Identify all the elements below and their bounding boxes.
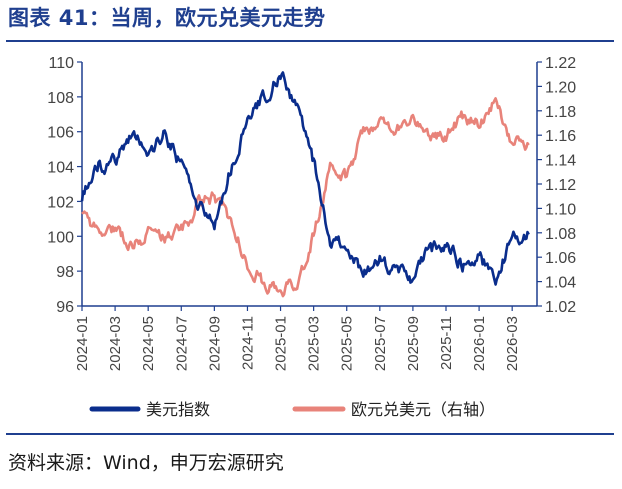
x-tick-label: 2024-11 [239, 316, 256, 370]
right-tick-label: 1.12 [545, 177, 576, 194]
left-tick-label: 110 [48, 55, 74, 72]
legend-label: 美元指数 [146, 400, 210, 419]
right-tick-label: 1.16 [545, 128, 576, 145]
x-tick-label: 2025-11 [438, 316, 455, 370]
x-tick-label: 2024-03 [107, 316, 124, 371]
chart-axes: 96 98 100 102 104 106 108 110 1.02 1.04 1.06 1.08 1.… [47, 55, 576, 371]
title-divider [6, 40, 614, 42]
right-tick-label: 1.22 [545, 55, 576, 72]
x-tick-label: 2024-01 [74, 316, 91, 371]
right-tick-label: 1.20 [545, 79, 576, 96]
x-tick-label: 2024-07 [173, 316, 190, 371]
x-tick-label: 2025-09 [405, 316, 422, 371]
right-tick-label: 1.02 [545, 299, 576, 316]
left-tick-label: 98 [56, 264, 74, 281]
left-tick-label: 108 [47, 90, 74, 107]
left-tick-label: 104 [47, 160, 74, 177]
legend-label: 欧元兑美元（右轴） [351, 400, 495, 419]
x-tick-label: 2025-05 [339, 316, 356, 371]
x-tick-label: 2026-01 [471, 316, 488, 371]
x-tick-label: 2026-03 [504, 316, 521, 371]
x-tick-label: 2025-03 [306, 316, 323, 371]
right-tick-label: 1.08 [545, 226, 576, 243]
right-tick-label: 1.06 [545, 250, 576, 267]
footer-divider [6, 433, 614, 435]
chart-series-layer [80, 71, 530, 298]
page-title: 图表 41：当周，欧元兑美元走势 [8, 6, 326, 30]
chart-legend: 美元指数 欧元兑美元（右轴） [89, 400, 495, 419]
right-tick-label: 1.14 [545, 153, 576, 170]
x-tick-label: 2025-01 [273, 316, 290, 371]
left-tick-label: 106 [47, 125, 74, 142]
right-tick-label: 1.10 [545, 201, 576, 218]
source-note: 资料来源：Wind，申万宏源研究 [8, 452, 284, 474]
right-tick-label: 1.18 [545, 104, 576, 121]
x-tick-label: 2025-07 [372, 316, 389, 371]
x-tick-label: 2024-05 [140, 316, 157, 371]
left-tick-label: 102 [47, 194, 74, 211]
series-line-1 [81, 97, 530, 298]
left-tick-label: 96 [56, 299, 74, 316]
left-tick-label: 100 [47, 229, 74, 246]
series-line-0 [80, 71, 530, 286]
right-tick-label: 1.04 [545, 275, 576, 292]
x-tick-label: 2024-09 [206, 316, 223, 371]
